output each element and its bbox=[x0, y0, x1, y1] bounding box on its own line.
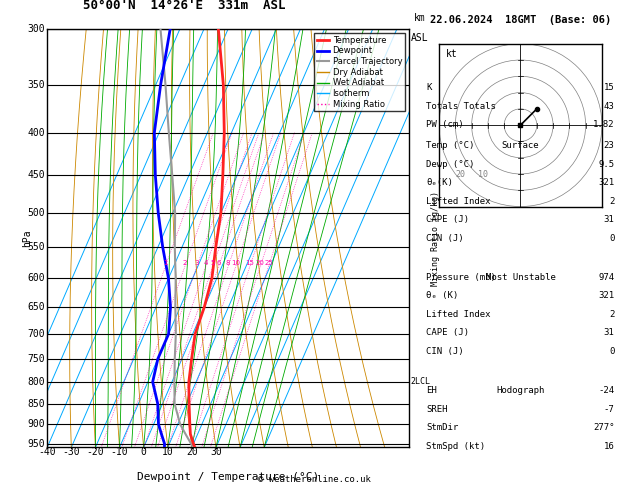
Text: © weatheronline.co.uk: © weatheronline.co.uk bbox=[258, 474, 371, 484]
Text: 0: 0 bbox=[609, 347, 615, 356]
Text: Totals Totals: Totals Totals bbox=[426, 102, 496, 111]
Text: 15: 15 bbox=[604, 84, 615, 92]
Text: Hodograph: Hodograph bbox=[496, 386, 545, 395]
Text: 650: 650 bbox=[28, 302, 45, 312]
Text: 2LCL: 2LCL bbox=[411, 378, 431, 386]
Text: Dewp (°C): Dewp (°C) bbox=[426, 160, 475, 169]
Text: 2: 2 bbox=[609, 197, 615, 206]
Text: Dewpoint / Temperature (°C): Dewpoint / Temperature (°C) bbox=[137, 472, 319, 482]
Text: EH: EH bbox=[426, 386, 437, 395]
Text: 23: 23 bbox=[604, 141, 615, 150]
Text: 20: 20 bbox=[455, 170, 465, 179]
Text: 0: 0 bbox=[141, 447, 147, 457]
Text: 850: 850 bbox=[28, 399, 45, 409]
Text: 20: 20 bbox=[256, 260, 265, 266]
Text: 10: 10 bbox=[231, 260, 240, 266]
Text: 974: 974 bbox=[598, 273, 615, 282]
Text: 5: 5 bbox=[211, 260, 215, 266]
Text: 350: 350 bbox=[28, 80, 45, 89]
Text: -24: -24 bbox=[598, 386, 615, 395]
Text: ASL: ASL bbox=[411, 34, 428, 43]
Text: θₑ (K): θₑ (K) bbox=[426, 292, 459, 300]
Text: -7: -7 bbox=[604, 405, 615, 414]
Text: 277°: 277° bbox=[593, 423, 615, 432]
Text: 900: 900 bbox=[28, 419, 45, 429]
Text: 600: 600 bbox=[28, 274, 45, 283]
Text: 950: 950 bbox=[28, 439, 45, 449]
Text: -40: -40 bbox=[38, 447, 56, 457]
Text: hPa: hPa bbox=[22, 229, 32, 247]
Text: 1: 1 bbox=[163, 260, 168, 266]
Text: 25: 25 bbox=[264, 260, 273, 266]
Text: 3: 3 bbox=[195, 260, 199, 266]
Text: 50°00'N  14°26'E  331m  ASL: 50°00'N 14°26'E 331m ASL bbox=[84, 0, 286, 13]
Text: 31: 31 bbox=[604, 215, 615, 224]
Text: 10: 10 bbox=[162, 447, 174, 457]
Text: 8: 8 bbox=[226, 260, 230, 266]
Text: 31: 31 bbox=[604, 329, 615, 337]
Text: SREH: SREH bbox=[426, 405, 448, 414]
Text: CIN (J): CIN (J) bbox=[426, 347, 464, 356]
Text: 400: 400 bbox=[28, 128, 45, 138]
Text: Lifted Index: Lifted Index bbox=[426, 310, 491, 319]
Text: 500: 500 bbox=[28, 208, 45, 218]
Text: StmDir: StmDir bbox=[426, 423, 459, 432]
Text: 750: 750 bbox=[28, 354, 45, 364]
Text: 4: 4 bbox=[204, 260, 208, 266]
Text: -30: -30 bbox=[62, 447, 80, 457]
Text: km: km bbox=[414, 13, 426, 23]
Text: 20: 20 bbox=[186, 447, 198, 457]
Text: Mixing Ratio (g/kg): Mixing Ratio (g/kg) bbox=[431, 191, 440, 286]
Text: 22.06.2024  18GMT  (Base: 06): 22.06.2024 18GMT (Base: 06) bbox=[430, 15, 611, 25]
Text: 6: 6 bbox=[216, 260, 221, 266]
Text: CAPE (J): CAPE (J) bbox=[426, 329, 469, 337]
Text: CAPE (J): CAPE (J) bbox=[426, 215, 469, 224]
Text: 0: 0 bbox=[609, 234, 615, 243]
Text: kt: kt bbox=[445, 49, 457, 59]
Text: 1.82: 1.82 bbox=[593, 121, 615, 129]
Text: 800: 800 bbox=[28, 377, 45, 387]
Text: 300: 300 bbox=[28, 24, 45, 34]
Text: 450: 450 bbox=[28, 170, 45, 180]
Text: K: K bbox=[426, 84, 432, 92]
Legend: Temperature, Dewpoint, Parcel Trajectory, Dry Adiabat, Wet Adiabat, Isotherm, Mi: Temperature, Dewpoint, Parcel Trajectory… bbox=[314, 34, 404, 111]
Text: Temp (°C): Temp (°C) bbox=[426, 141, 475, 150]
Text: PW (cm): PW (cm) bbox=[426, 121, 464, 129]
Text: -10: -10 bbox=[111, 447, 128, 457]
Text: 700: 700 bbox=[28, 329, 45, 339]
Text: 15: 15 bbox=[245, 260, 254, 266]
Text: 2: 2 bbox=[609, 310, 615, 319]
Text: 9.5: 9.5 bbox=[598, 160, 615, 169]
Text: 30: 30 bbox=[210, 447, 222, 457]
Text: 10: 10 bbox=[478, 170, 488, 179]
Text: 321: 321 bbox=[598, 178, 615, 187]
Text: Surface: Surface bbox=[502, 141, 539, 150]
Text: 2: 2 bbox=[183, 260, 187, 266]
Text: Most Unstable: Most Unstable bbox=[486, 273, 555, 282]
Text: Lifted Index: Lifted Index bbox=[426, 197, 491, 206]
Text: CIN (J): CIN (J) bbox=[426, 234, 464, 243]
Text: 16: 16 bbox=[604, 442, 615, 451]
Text: 321: 321 bbox=[598, 292, 615, 300]
Text: 43: 43 bbox=[604, 102, 615, 111]
Text: 550: 550 bbox=[28, 242, 45, 252]
Text: -20: -20 bbox=[87, 447, 104, 457]
Text: StmSpd (kt): StmSpd (kt) bbox=[426, 442, 486, 451]
Text: Pressure (mb): Pressure (mb) bbox=[426, 273, 496, 282]
Text: θₑ(K): θₑ(K) bbox=[426, 178, 454, 187]
